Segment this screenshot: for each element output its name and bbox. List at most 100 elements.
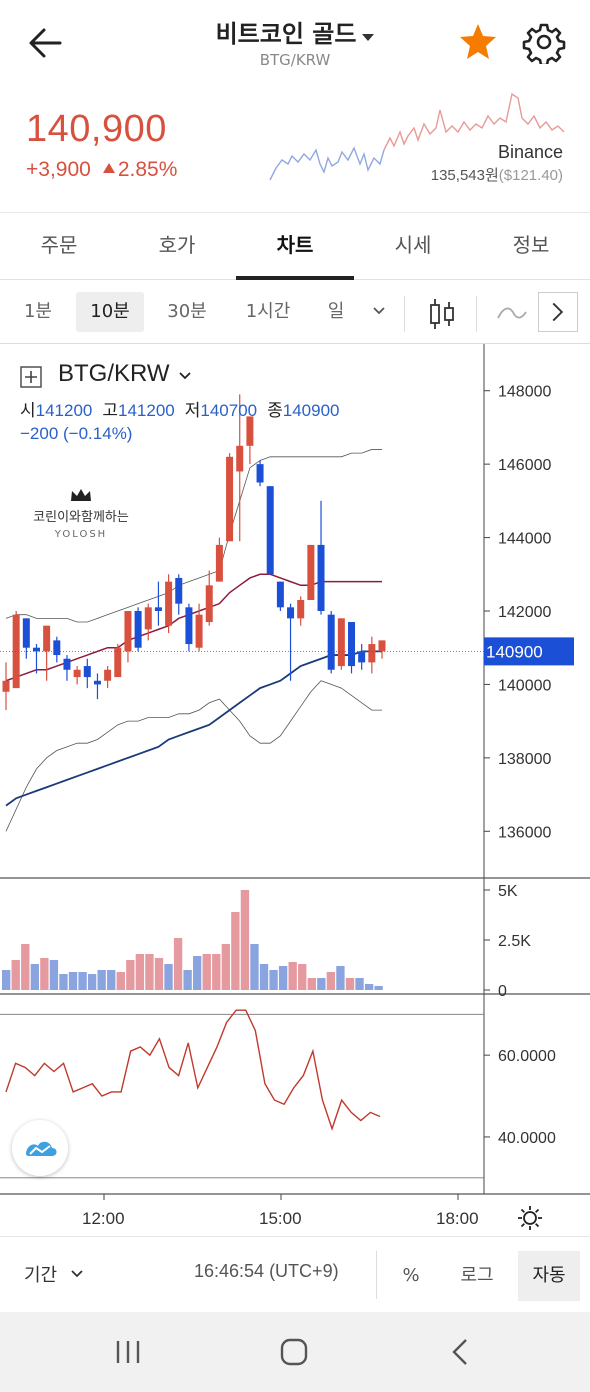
volume-bar xyxy=(21,944,30,990)
tab-market[interactable]: 시세 xyxy=(394,233,432,257)
candle-body xyxy=(93,680,101,685)
volume-bar xyxy=(49,960,59,990)
candle-body xyxy=(104,669,112,681)
candle-body xyxy=(165,581,173,626)
low-label: 저 xyxy=(184,401,201,420)
price-axis-label: 146000 xyxy=(498,457,551,474)
candle-body xyxy=(205,585,213,623)
volume-bar xyxy=(193,956,202,990)
volume-bar xyxy=(288,962,297,990)
trade-volume: 135,543원($121.40) xyxy=(431,164,563,185)
volume-bar xyxy=(202,954,211,990)
exchange-name: Binance xyxy=(497,142,563,162)
title-dropdown-caret-icon[interactable] xyxy=(362,34,375,41)
volume-bar xyxy=(30,964,39,990)
next-chevron-button[interactable] xyxy=(538,292,578,332)
gear-icon[interactable] xyxy=(522,20,566,64)
volume-axis-label: 0 xyxy=(498,983,507,1000)
volume-bar xyxy=(345,978,355,990)
period-button[interactable]: 기간 xyxy=(24,1265,58,1286)
last-price-badge xyxy=(484,637,574,666)
volume-bar xyxy=(116,972,125,990)
toolbar-divider xyxy=(404,296,405,332)
candle-body xyxy=(348,622,356,667)
interval-toolbar: 1분 10분 30분 1시간 일 xyxy=(0,282,590,344)
chevron-down-icon[interactable] xyxy=(178,370,192,382)
volume-bar xyxy=(164,964,173,990)
favorite-star-icon[interactable] xyxy=(456,20,500,64)
home-icon[interactable] xyxy=(278,1336,310,1368)
title-block[interactable]: 비트코인 골드 BTG/KRW xyxy=(0,14,590,69)
candle-body xyxy=(317,544,325,611)
volume-bar xyxy=(259,964,269,990)
interval-30min[interactable]: 30분 xyxy=(167,301,207,322)
candle-body xyxy=(297,599,305,619)
candle-body xyxy=(226,456,234,542)
candle-body xyxy=(63,658,71,670)
volume-bar xyxy=(231,912,240,990)
page-title[interactable]: 비트코인 골드 xyxy=(215,20,357,48)
tradingview-logo-icon[interactable] xyxy=(12,1120,68,1176)
volume-axis-label: 2.5K xyxy=(498,933,531,950)
sparkline-chart xyxy=(269,92,565,181)
volume-bar xyxy=(355,978,364,990)
line-chart-icon[interactable] xyxy=(496,296,528,332)
last-price-label: 140900 xyxy=(486,642,543,661)
candlestick-icon[interactable] xyxy=(426,296,458,332)
volume-bar xyxy=(317,978,326,990)
open-label: 시 xyxy=(20,401,36,420)
recent-apps-icon[interactable] xyxy=(112,1338,144,1366)
toolbar-divider xyxy=(376,1251,377,1299)
log-scale-button[interactable]: 로그 xyxy=(460,1265,494,1286)
interval-10min[interactable]: 10분 xyxy=(76,292,144,332)
percent-scale-button[interactable]: % xyxy=(402,1265,420,1286)
volume-bar xyxy=(183,970,192,990)
legend-symbol[interactable]: BTG/KRW xyxy=(58,360,170,387)
volume-bar xyxy=(212,954,221,990)
candle-body xyxy=(287,607,295,619)
back-arrow-icon[interactable] xyxy=(22,20,68,66)
system-nav-bar xyxy=(0,1312,590,1392)
volume-krw: 135,543원 xyxy=(430,167,499,184)
chevron-down-icon[interactable] xyxy=(372,304,386,318)
rsi-axis-label: 40.0000 xyxy=(498,1130,556,1147)
candle-body xyxy=(358,651,366,663)
chart-area[interactable]: 148000 146000 144000 142000 140000 138000 1360… xyxy=(0,344,590,1236)
add-indicator-icon[interactable] xyxy=(20,366,42,388)
interval-1hour[interactable]: 1시간 xyxy=(245,301,291,322)
volume-bar xyxy=(173,938,183,990)
low-value: 140700 xyxy=(200,401,258,420)
candle-body xyxy=(337,618,345,667)
moving-average-long-line xyxy=(5,650,382,807)
volume-bar xyxy=(145,954,154,990)
back-chevron-icon[interactable] xyxy=(448,1336,472,1368)
chevron-down-icon[interactable] xyxy=(70,1268,84,1280)
main-tabs: 주문 호가 차트 시세 정보 xyxy=(0,212,590,280)
volume-bar xyxy=(298,964,307,990)
volume-bar xyxy=(154,958,164,990)
volume-bar xyxy=(336,966,345,990)
candle-body xyxy=(378,640,386,652)
candle-body xyxy=(256,464,264,483)
time-axis-label: 12:00 xyxy=(82,1209,125,1228)
tab-chart[interactable]: 차트 xyxy=(236,213,354,280)
auto-scale-button[interactable]: 자동 xyxy=(518,1251,580,1301)
price-chart-svg[interactable]: 148000 146000 144000 142000 140000 138000 1360… xyxy=(0,344,590,1236)
volume-bar xyxy=(2,970,11,990)
candle-body xyxy=(53,640,61,656)
moving-average-short-line xyxy=(5,573,382,682)
candle-body xyxy=(124,611,132,652)
price-axis-label: 144000 xyxy=(498,531,551,548)
chart-settings-icon[interactable] xyxy=(516,1204,544,1232)
pair-subtitle: BTG/KRW xyxy=(259,51,331,69)
toolbar-divider xyxy=(476,296,477,332)
high-value: 141200 xyxy=(118,401,175,420)
tab-orderbook[interactable]: 호가 xyxy=(158,233,196,257)
candle-body xyxy=(327,614,335,670)
interval-1min[interactable]: 1분 xyxy=(23,301,52,322)
header: 비트코인 골드 BTG/KRW xyxy=(0,0,590,84)
tab-order[interactable]: 주문 xyxy=(40,233,78,257)
interval-day[interactable]: 일 xyxy=(327,301,345,322)
volume-bar xyxy=(78,972,87,990)
tab-info[interactable]: 정보 xyxy=(512,233,550,257)
